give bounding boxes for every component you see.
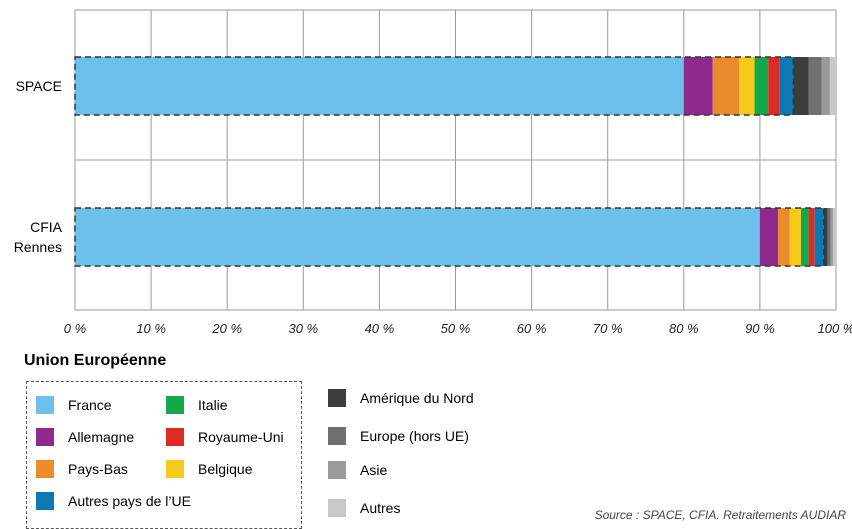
legend-item-autres-ue: Autres pays de l’UE: [36, 492, 191, 510]
bar-segment-italie: [800, 208, 809, 266]
source-note: Source : SPACE, CFIA. Retraitements AUDI…: [594, 508, 846, 522]
legend-item-belgique: Belgique: [166, 460, 253, 478]
x-tick-label: 100 %: [818, 321, 852, 336]
bar-segment-amerique-du-nord: [823, 208, 828, 266]
bar-segment-autres-pays-de-l-ue: [814, 208, 824, 266]
legend-swatch: [328, 499, 346, 517]
legend-item-asie: Asie: [328, 461, 387, 479]
bar-segment-belgique: [789, 208, 801, 266]
x-tick-label: 0 %: [64, 321, 86, 336]
legend-item-autres: Autres: [328, 499, 400, 517]
legend-item-allemagne: Allemagne: [36, 428, 134, 446]
legend-swatch: [166, 460, 184, 478]
legend-label: Royaume-Uni: [198, 429, 284, 445]
legend-swatch: [328, 389, 346, 407]
legend-swatch: [166, 396, 184, 414]
legend-swatch: [36, 460, 54, 478]
x-tick-label: 40 %: [365, 321, 395, 336]
legend-item-france: France: [36, 396, 112, 414]
bar-segment-france: [75, 208, 760, 266]
x-tick-label: 50 %: [441, 321, 471, 336]
x-tick-label: 90 %: [745, 321, 775, 336]
legend-label: Pays-Bas: [68, 461, 128, 477]
legend-label: France: [68, 397, 112, 413]
legend-item-amerique-du-nord: Amérique du Nord: [328, 389, 474, 407]
bar-segment-asie: [830, 208, 833, 266]
legend-swatch: [328, 461, 346, 479]
legend-label: Allemagne: [68, 429, 135, 445]
bar-segment-france: [75, 57, 684, 115]
bar-segment-pays-bas: [778, 208, 790, 266]
legend-label: Autres pays de l’UE: [68, 493, 191, 509]
legend-swatch: [36, 428, 54, 446]
x-tick-label: 70 %: [593, 321, 623, 336]
legend-item-pays-bas: Pays-Bas: [36, 460, 128, 478]
x-tick-label: 30 %: [288, 321, 318, 336]
legend-label: Autres: [360, 500, 401, 516]
legend-item-italie: Italie: [166, 396, 228, 414]
bar-segment-autres-pays-de-l-ue: [779, 57, 794, 115]
legend-label: Europe (hors UE): [360, 428, 469, 444]
bar-segment-royaume-uni: [768, 57, 780, 115]
legend-swatch: [166, 428, 184, 446]
legend-label: Asie: [360, 462, 388, 478]
legend-label: Italie: [198, 397, 228, 413]
eu-outline: [74, 207, 825, 267]
x-tick-label: 60 %: [517, 321, 547, 336]
eu-outline: [74, 56, 795, 116]
category-label: CFIA Rennes: [14, 219, 63, 255]
bar-segment-allemagne: [683, 57, 713, 115]
legend-title: Union Européenne: [24, 352, 167, 369]
bar-segment-autres: [829, 57, 836, 115]
bar-segment-europe-hors-ue: [827, 208, 831, 266]
bar-segment-amerique-du-nord: [793, 57, 809, 115]
legend-swatch: [36, 492, 54, 510]
bar-segment-royaume-uni: [808, 208, 815, 266]
bar-segment-italie: [754, 57, 769, 115]
bar-segment-belgique: [739, 57, 755, 115]
bar-segment-europe-hors-ue: [808, 57, 822, 115]
bar-segment-autres: [832, 208, 836, 266]
bar-segment-pays-bas: [712, 57, 740, 115]
category-label: SPACE: [16, 78, 62, 94]
legend-item-royaume-uni: Royaume-Uni: [166, 428, 284, 446]
legend-label: Amérique du Nord: [360, 390, 474, 406]
bar-segment-allemagne: [759, 208, 779, 266]
legend-label: Belgique: [198, 461, 253, 477]
legend-swatch: [36, 396, 54, 414]
x-tick-label: 80 %: [669, 321, 699, 336]
x-tick-label: 10 %: [136, 321, 166, 336]
legend-item-europe-hors-ue: Europe (hors UE): [328, 427, 469, 445]
stacked-bar-chart: 0 % 10 % 20 % 30 % 40 % 50 % 60 % 70 % 80 % 90 % 1…: [14, 9, 852, 336]
legend-swatch: [328, 427, 346, 445]
bar-segment-asie: [821, 57, 830, 115]
x-tick-label: 20 %: [211, 321, 242, 336]
